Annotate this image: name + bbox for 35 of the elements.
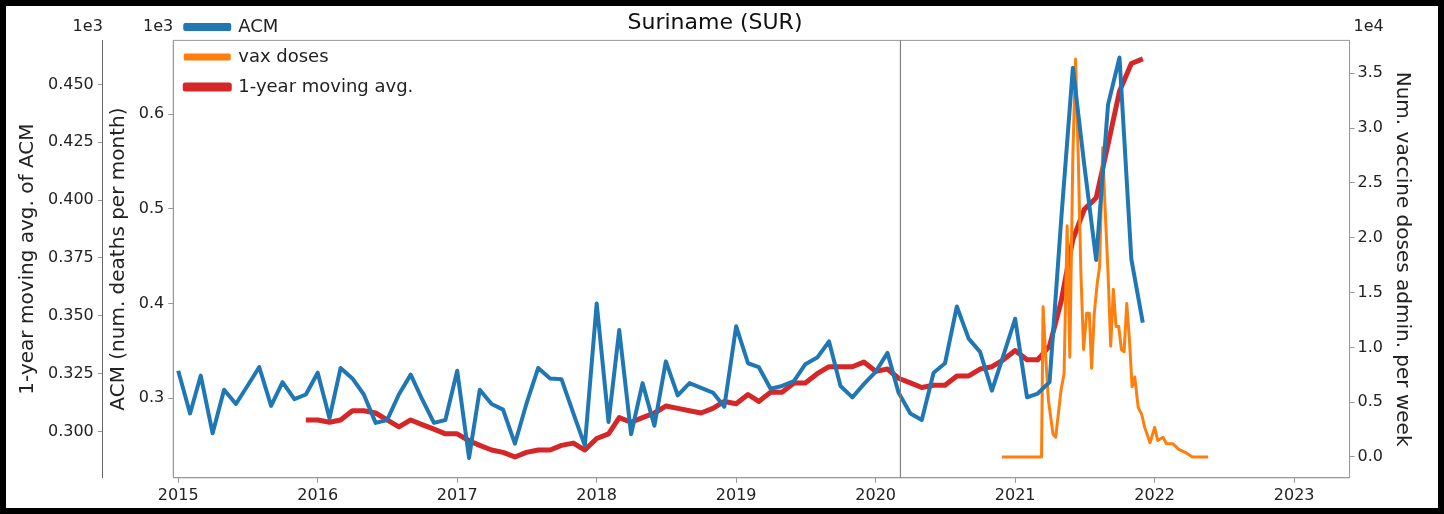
x-tick-label: 2015 <box>157 484 199 504</box>
x-tick-label: 2018 <box>576 484 618 504</box>
y2-tick-label: 2.5 <box>1357 172 1384 192</box>
y3-tick-label: 0.300 <box>47 420 94 440</box>
x-tick-label: 2017 <box>436 484 478 504</box>
legend-label: ACM <box>238 14 279 36</box>
y-axis-title: ACM (num. deaths per month) <box>105 107 130 411</box>
y2-tick-label: 0.5 <box>1357 391 1384 411</box>
x-tick-label: 2023 <box>1273 484 1315 504</box>
y2-axis-title: Num. vaccine doses admin. per week <box>1391 71 1416 447</box>
x-tick-label: 2021 <box>994 484 1036 504</box>
y2-tick-label: 0.0 <box>1357 446 1384 466</box>
y3-tick-label: 0.400 <box>47 189 94 209</box>
y2-tick-label: 2.0 <box>1357 226 1384 246</box>
y3-tick-label: 0.375 <box>47 247 94 267</box>
y3-tick-label: 0.450 <box>47 73 94 93</box>
y-tick-label: 0.3 <box>138 387 165 407</box>
y-tick-label: 0.4 <box>138 292 165 312</box>
x-tick-label: 2019 <box>715 484 757 504</box>
y3-tick-label: 0.325 <box>47 362 94 382</box>
y2-tick-label: 1.0 <box>1357 336 1384 356</box>
legend-label: vax doses <box>238 44 329 66</box>
legend-label: 1-year moving avg. <box>238 74 414 96</box>
y2-tick-label: 1.5 <box>1357 281 1384 301</box>
x-tick-label: 2016 <box>297 484 339 504</box>
y2-tick-label: 3.5 <box>1357 62 1384 82</box>
y3-axis-title: 1-year moving avg. of ACM <box>14 123 39 395</box>
x-tick-label: 2020 <box>855 484 897 504</box>
y-tick-label: 0.5 <box>138 198 165 218</box>
y3-tick-label: 0.425 <box>47 131 94 151</box>
y3-tick-label: 0.350 <box>47 304 94 324</box>
y2-tick-label: 3.0 <box>1357 117 1384 137</box>
y-tick-label: 0.6 <box>138 103 165 123</box>
chart-title: Suriname (SUR) <box>627 8 803 34</box>
x-tick-label: 2022 <box>1134 484 1176 504</box>
